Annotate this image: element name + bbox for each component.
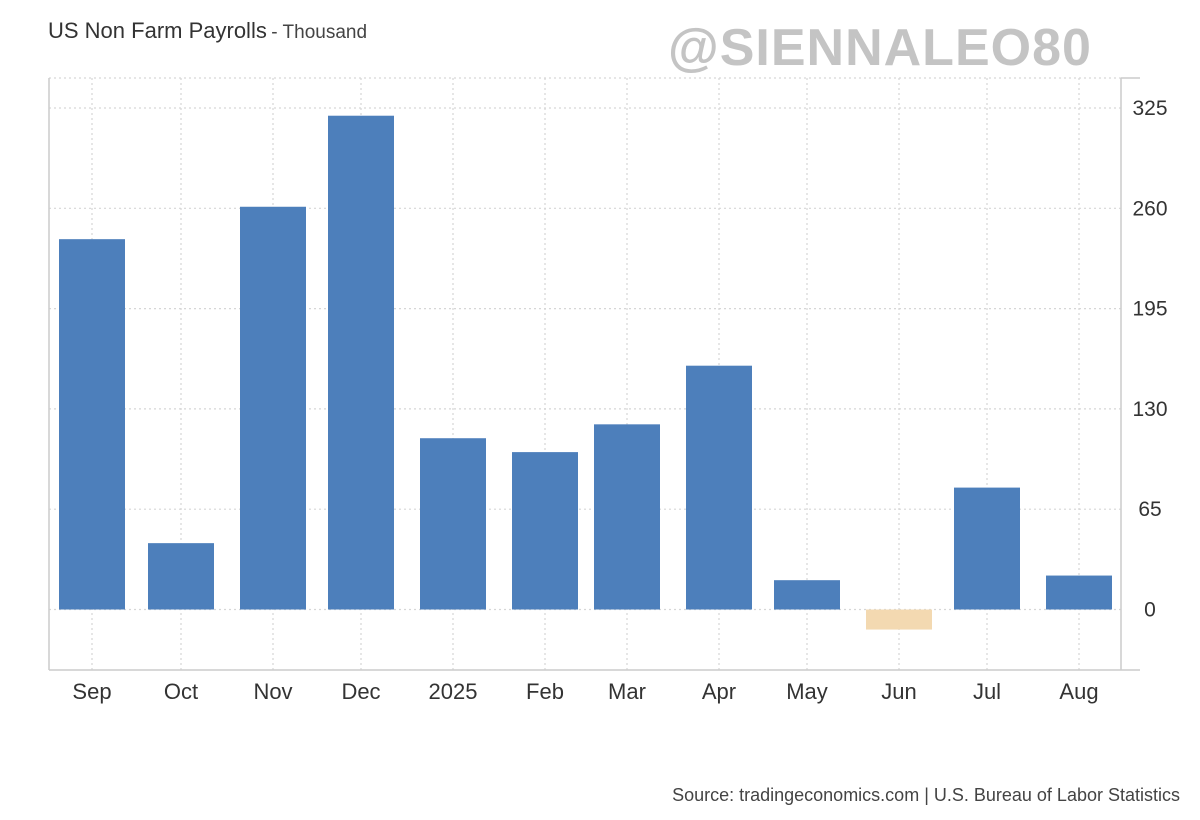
y-tick-label: 65 xyxy=(1138,498,1161,521)
x-tick-label: Mar xyxy=(608,679,646,704)
x-tick-label: Sep xyxy=(72,679,111,704)
bar-feb xyxy=(512,452,578,610)
bars xyxy=(59,115,1112,630)
x-tick-label: Apr xyxy=(702,679,736,704)
bar-may xyxy=(774,580,840,610)
y-tick-label: 130 xyxy=(1132,398,1167,421)
y-tick-label: 325 xyxy=(1132,97,1167,120)
bar-mar xyxy=(594,424,660,610)
y-tick-label: 260 xyxy=(1132,197,1167,220)
x-tick-label: Nov xyxy=(253,679,292,704)
x-tick-label: Feb xyxy=(526,679,564,704)
bar-jun xyxy=(866,609,932,630)
axes xyxy=(48,77,1140,671)
x-tick-label: Oct xyxy=(164,679,198,704)
bar-jul xyxy=(954,487,1020,610)
x-tick-label: Aug xyxy=(1059,679,1098,704)
chart-subtitle: - Thousand xyxy=(271,22,368,43)
x-tick-label: May xyxy=(786,679,828,704)
source-note: Source: tradingeconomics.com | U.S. Bure… xyxy=(672,785,1180,805)
x-tick-label: Dec xyxy=(341,679,380,704)
bar-aug xyxy=(1046,575,1112,610)
chart-title-block: US Non Farm Payrolls - Thousand xyxy=(48,18,367,44)
chart-title: US Non Farm Payrolls xyxy=(48,18,267,43)
x-tick-label: Jul xyxy=(973,679,1001,704)
x-tick-label: Jun xyxy=(881,679,916,704)
x-tick-labels: Sep Oct Nov Dec 2025 Feb Mar Apr May Jun Jul Aug xyxy=(72,679,1098,704)
bar-oct xyxy=(148,543,214,610)
watermark-text: @SIENNALEO80 xyxy=(668,19,1092,77)
bar-dec xyxy=(328,115,394,610)
y-tick-labels: 0 65 130 195 260 325 xyxy=(1132,97,1167,622)
bar-2025 xyxy=(420,438,486,610)
y-tick-label: 0 xyxy=(1144,599,1156,622)
x-tick-label: 2025 xyxy=(429,679,478,704)
bar-nov xyxy=(240,206,306,610)
bar-sep xyxy=(59,239,125,610)
bar-apr xyxy=(686,365,752,610)
y-tick-label: 195 xyxy=(1132,298,1167,321)
